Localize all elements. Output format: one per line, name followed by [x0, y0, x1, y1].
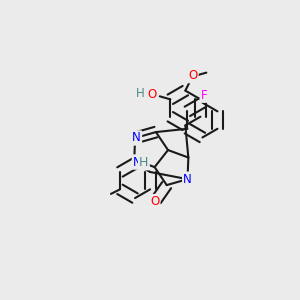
- Text: H: H: [136, 87, 145, 101]
- Text: F: F: [201, 89, 207, 102]
- Text: N: N: [132, 131, 141, 145]
- Text: H: H: [139, 156, 148, 169]
- Text: O: O: [188, 69, 197, 82]
- Text: N: N: [183, 173, 192, 186]
- Text: N: N: [133, 155, 142, 169]
- Text: O: O: [148, 88, 157, 101]
- Text: O: O: [150, 195, 159, 208]
